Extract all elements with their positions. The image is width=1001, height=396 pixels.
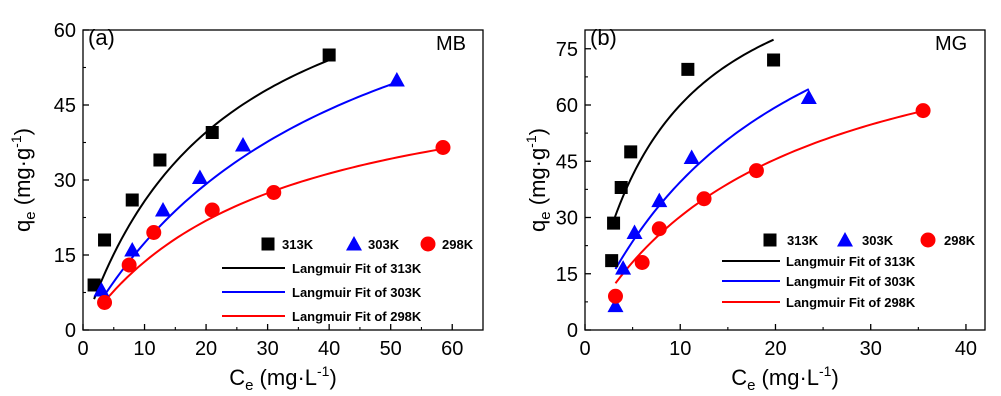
panel-a-y-axis-title: qe (mg·g-1)	[8, 128, 39, 232]
panel-b-legend-label-303k: 303K	[862, 233, 894, 248]
panel-b-data-point-298k	[748, 163, 764, 179]
panel-a-data-point-298k	[204, 202, 220, 218]
panel-a-data-point-313k	[98, 233, 112, 247]
panel-b-data-point-303k	[615, 260, 632, 275]
panel-b-x-tick-label: 10	[669, 338, 691, 360]
panel-b-panel-label: (b)	[590, 25, 617, 50]
panel-b-legend-marker-313k	[763, 233, 777, 247]
panel-b-legend-marker-303k	[837, 232, 853, 247]
panel-b-y-tick-label: 15	[556, 264, 578, 286]
panel-b-legend-fit-label: Langmuir Fit of 313K	[786, 254, 916, 269]
panel-b-legend-fit-label: Langmuir Fit of 298K	[786, 295, 916, 310]
panel-b-data-point-313k	[607, 216, 621, 230]
panel-b-y-tick-label: 45	[556, 151, 578, 173]
panel-b-plot-frame	[584, 29, 986, 331]
panel-a-x-tick-label: 50	[380, 338, 402, 360]
panel-a-data-point-313k	[322, 48, 336, 62]
panel-b-legend-label-298k: 298K	[944, 233, 976, 248]
panel-b-x-tick-label: 30	[860, 338, 882, 360]
panel-b-fit-curve-298k	[614, 109, 924, 284]
panel-a-data-point-313k	[87, 278, 101, 292]
panel-a-data-point-313k	[205, 126, 219, 139]
panel-b-legend-label-313k: 313K	[787, 233, 819, 248]
panel-b-fit-curve-313k	[610, 38, 774, 227]
panel-b-y-axis-title: qe (mg·g-1)	[523, 128, 554, 232]
panel-b-x-axis-title: Ce (mg·L-1)	[731, 363, 839, 394]
panel-a-plot-frame	[82, 29, 484, 331]
panel-a-x-tick-label: 10	[133, 338, 155, 360]
panel-b-data-point-313k	[605, 254, 619, 268]
panel-b-y-tick-label: 60	[556, 95, 578, 117]
panel-b-data-point-303k	[651, 192, 668, 208]
panel-a-data-point-298k	[146, 225, 162, 240]
panel-b-x-tick-label: 40	[955, 338, 977, 360]
panel-a-data-point-303k	[93, 282, 110, 297]
panel-a-data-point-303k	[155, 202, 171, 217]
panel-a-data-point-303k	[124, 242, 141, 257]
panel-b-dye-label: MG	[935, 33, 967, 55]
panel-b-y-tick-label: 0	[567, 320, 578, 342]
panel-b-data-point-298k	[915, 103, 931, 119]
panel-b-y-tick-label: 75	[556, 39, 578, 61]
panel-a-panel-label: (a)	[88, 25, 115, 50]
panel-a-legend-label-313k: 313K	[282, 237, 314, 252]
panel-a-data-point-313k	[153, 153, 167, 167]
panel-b-y-tick-label: 30	[556, 208, 578, 230]
panel-a-data-point-303k	[191, 169, 208, 184]
panel-a-x-tick-label: 30	[256, 338, 278, 360]
panel-b-data-point-303k	[626, 224, 643, 239]
panel-a-data-point-298k	[97, 295, 113, 310]
panel-b-legend-fit-label: Langmuir Fit of 303K	[786, 274, 916, 289]
panel-a-legend-fit-label: Langmuir Fit of 298K	[292, 309, 422, 324]
panel-b-legend-marker-298k	[920, 232, 936, 248]
panel-b-data-point-298k	[634, 255, 650, 270]
panel-a-data-point-298k	[266, 185, 282, 200]
panel-a-legend-label-303k: 303K	[368, 237, 400, 252]
panel-a-y-tick-label: 60	[54, 20, 76, 42]
panel-a-legend-label-298k: 298K	[442, 237, 474, 252]
panel-a-x-tick-label: 20	[195, 338, 217, 360]
panel-a-legend-fit-label: Langmuir Fit of 303K	[292, 285, 422, 300]
panel-a-y-tick-label: 30	[54, 170, 76, 192]
panel-a-legend-marker-313k	[261, 237, 275, 251]
panel-b-data-point-313k	[614, 181, 628, 194]
panel-a-x-tick-label: 60	[441, 338, 463, 360]
panel-b-data-point-298k	[696, 191, 712, 207]
panel-a-data-point-298k	[435, 140, 451, 155]
panel-b-data-point-313k	[681, 62, 695, 76]
panel-a-y-tick-label: 45	[54, 95, 76, 117]
panel-b-data-point-298k	[607, 288, 623, 304]
panel-a-legend-marker-298k	[420, 236, 436, 252]
panel-a-y-tick-label: 0	[65, 320, 76, 342]
panel-a-data-point-303k	[235, 137, 251, 152]
panel-a-dye-label: MB	[436, 33, 466, 55]
panel-b-data-point-298k	[651, 221, 667, 237]
panel-a-data-point-298k	[121, 257, 137, 273]
panel-a-chart: 0 10 20 30 40 50 60 0 15 30 45 60 313K 303K 298K Langmu…	[8, 20, 484, 394]
panel-a-x-tick-label: 40	[318, 338, 340, 360]
panel-a-x-tick-label: 0	[77, 338, 88, 360]
panel-b-data-point-303k	[607, 297, 624, 313]
panel-b-chart: 0 10 20 30 40 0 15 30 45 60 75 313K 303K 298K Langmuir…	[523, 25, 986, 394]
panel-b-data-point-303k	[683, 149, 700, 164]
panel-b-fit-curve-303k	[614, 88, 810, 270]
panel-b-data-point-313k	[767, 53, 781, 67]
panel-b-data-point-313k	[624, 145, 638, 159]
panel-a-y-tick-label: 15	[54, 245, 76, 267]
panel-b-data-point-303k	[800, 89, 817, 104]
panel-b-x-tick-label: 20	[764, 338, 786, 360]
panel-a-data-point-303k	[388, 72, 405, 87]
panel-a-legend-fit-label: Langmuir Fit of 313K	[292, 261, 422, 276]
panel-b-x-tick-label: 0	[579, 338, 590, 360]
panel-a-x-axis-title: Ce (mg·L-1)	[229, 363, 337, 394]
panel-a-data-point-313k	[125, 193, 139, 207]
panel-a-legend-marker-303k	[346, 236, 362, 251]
